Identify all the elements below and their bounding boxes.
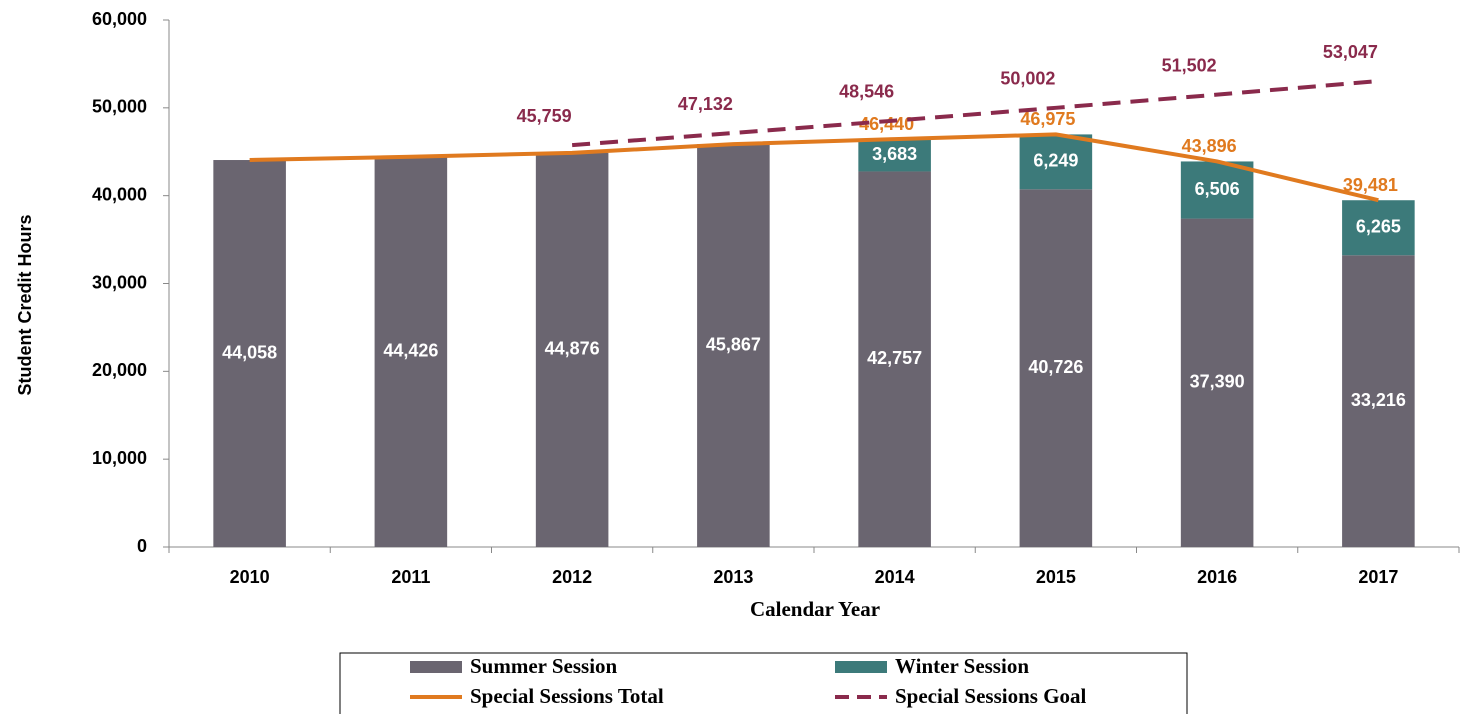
- x-tick-label: 2010: [230, 567, 270, 587]
- x-tick-label: 2013: [713, 567, 753, 587]
- bar-value-label: 44,058: [222, 342, 277, 362]
- bar-segment: [1019, 134, 1093, 190]
- bar-segment: [1180, 161, 1254, 219]
- x-tick-label: 2014: [875, 567, 915, 587]
- bar-segment: [213, 160, 286, 547]
- bar-value-label: 33,216: [1351, 390, 1406, 410]
- legend-label: Summer Session: [470, 654, 618, 678]
- bar-value-label: 37,390: [1190, 372, 1245, 392]
- line-series: [571, 79, 1379, 148]
- legend-swatch: [835, 661, 887, 673]
- line-value-label: 51,502: [1162, 55, 1217, 75]
- bar-value-label: 44,426: [383, 341, 438, 361]
- x-tick-label: 2016: [1197, 567, 1237, 587]
- legend-box: [339, 652, 1188, 714]
- line-value-label: 46,975: [1020, 109, 1075, 129]
- bar-segment: [697, 144, 770, 547]
- y-tick-label: 60,000: [92, 9, 147, 29]
- bar-value-label: 42,757: [867, 348, 922, 368]
- bar-value-label: 3,683: [872, 144, 917, 164]
- legend-label: Winter Session: [895, 654, 1029, 678]
- bar-value-label: 45,867: [706, 334, 761, 354]
- line-value-label: 45,759: [517, 106, 572, 126]
- line-value-label: 48,546: [839, 81, 894, 101]
- y-axis-title: Student Credit Hours: [15, 214, 35, 395]
- y-tick-label: 10,000: [92, 448, 147, 468]
- bar-segment: [535, 152, 609, 548]
- bar-segment: [374, 156, 448, 547]
- y-tick-label: 0: [137, 536, 147, 556]
- line-value-label: 53,047: [1323, 42, 1378, 62]
- bar-segment: [858, 171, 931, 547]
- line-value-label: 39,481: [1343, 175, 1398, 195]
- y-tick-label: 20,000: [92, 360, 147, 380]
- line-series: [249, 132, 1379, 203]
- bar-segment: [1019, 189, 1093, 547]
- x-axis-title: Calendar Year: [750, 597, 880, 621]
- y-tick-label: 50,000: [92, 97, 147, 117]
- legend-label: Special Sessions Goal: [895, 684, 1087, 708]
- bar-segment: [1342, 255, 1415, 547]
- bar-value-label: 44,876: [545, 339, 600, 359]
- bar-segment: [1180, 218, 1254, 547]
- y-tick-label: 40,000: [92, 184, 147, 204]
- bar-value-label: 6,249: [1033, 151, 1078, 171]
- line-value-label: 47,132: [678, 94, 733, 114]
- bar-value-label: 40,726: [1028, 357, 1083, 377]
- legend-swatch: [410, 661, 462, 673]
- bar-value-label: 6,265: [1356, 216, 1401, 236]
- legend-label: Special Sessions Total: [470, 684, 664, 708]
- line-value-label: 46,440: [859, 114, 914, 134]
- bar-value-label: 6,506: [1195, 179, 1240, 199]
- x-tick-label: 2012: [552, 567, 592, 587]
- x-tick-label: 2015: [1036, 567, 1076, 587]
- bar-segment: [1342, 200, 1415, 256]
- x-tick-label: 2017: [1358, 567, 1398, 587]
- line-value-label: 50,002: [1000, 69, 1055, 89]
- line-value-label: 43,896: [1182, 136, 1237, 156]
- bar-segment: [858, 139, 931, 172]
- y-tick-label: 30,000: [92, 272, 147, 292]
- x-tick-label: 2011: [391, 567, 430, 587]
